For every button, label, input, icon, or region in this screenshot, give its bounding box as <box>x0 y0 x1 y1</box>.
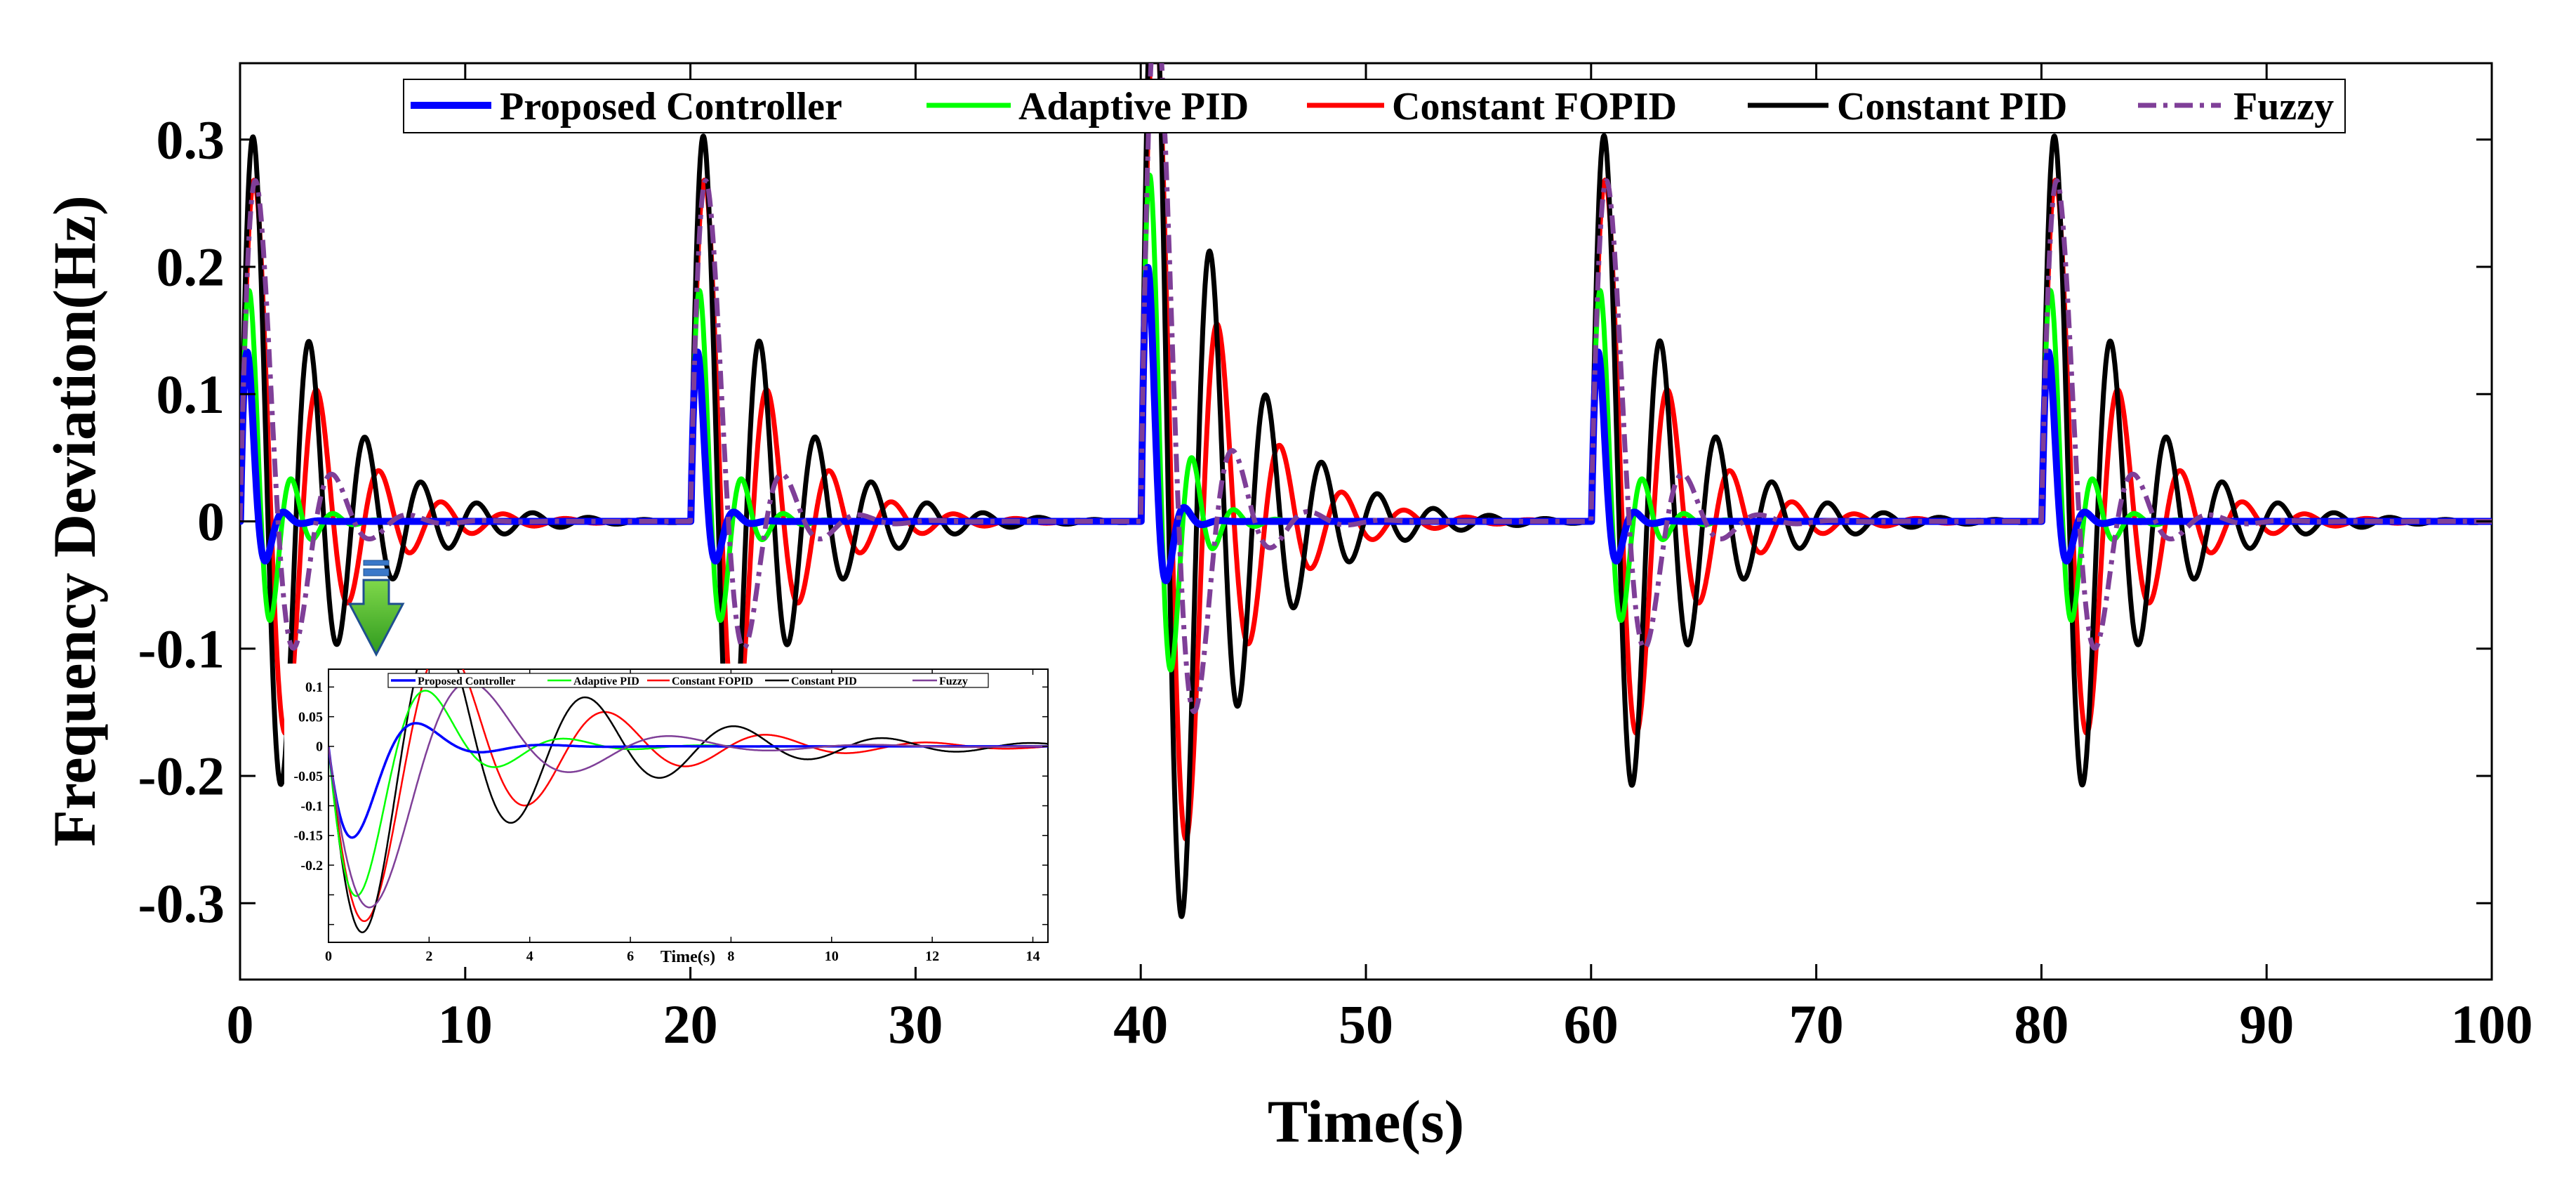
x-tick-label: 30 <box>888 994 943 1055</box>
inset-x-tick-label: 6 <box>627 949 634 964</box>
inset-legend-label-pid: Constant PID <box>791 676 857 687</box>
down-arrow-icon <box>347 560 405 657</box>
y-tick-label: -0.2 <box>138 746 225 807</box>
legend: Proposed Controller Adaptive PID Constan… <box>403 79 2346 133</box>
x-tick-label: 40 <box>1113 994 1168 1055</box>
y-tick-label: 0.2 <box>157 237 225 298</box>
x-tick-label: 0 <box>227 994 254 1055</box>
y-tick-label: -0.1 <box>138 618 225 679</box>
x-tick-label: 100 <box>2451 994 2533 1055</box>
inset-legend-label-fopid: Constant FOPID <box>672 676 753 687</box>
x-axis-title: Time(s) <box>1268 1088 1464 1155</box>
main-series-group <box>240 63 2492 919</box>
inset-x-axis-title: Time(s) <box>660 948 715 966</box>
inset-series-line-constant-fopid <box>328 669 1048 923</box>
legend-label-proposed-controller: Proposed Controller <box>500 85 842 129</box>
inset-legend: Proposed Controller Adaptive PID Constan… <box>387 673 989 688</box>
inset-x-tick-label: 8 <box>727 949 734 964</box>
inset-y-tick-label: -0.15 <box>293 829 323 844</box>
legend-label-fuzzy: Fuzzy <box>2233 85 2334 129</box>
x-tick-label: 80 <box>2014 994 2069 1055</box>
inset-y-tick-label: -0.05 <box>293 769 323 784</box>
inset-y-tick-label: 0.1 <box>305 680 323 695</box>
legend-label-adaptive-pid: Adaptive PID <box>1018 85 1249 129</box>
inset-x-tick-label: 4 <box>526 949 533 964</box>
inset-x-tick-label: 12 <box>925 949 939 964</box>
x-tick-label: 60 <box>1564 994 1619 1055</box>
legend-label-constant-pid: Constant PID <box>1837 85 2067 129</box>
y-tick-label: 0.1 <box>157 364 225 425</box>
inset-series-line-constant-pid <box>328 669 1048 933</box>
x-tick-label: 90 <box>2239 994 2294 1055</box>
y-tick-label: -0.3 <box>138 873 225 934</box>
legend-label-constant-fopid: Constant FOPID <box>1392 85 1677 129</box>
inset-legend-label-fuzzy: Fuzzy <box>939 676 968 687</box>
x-tick-label: 50 <box>1339 994 1393 1055</box>
inset-y-tick-label: 0.05 <box>298 709 323 725</box>
series-line-fuzzy <box>240 63 2492 714</box>
inset-x-tick-label: 14 <box>1025 949 1040 964</box>
x-tick-label: 20 <box>663 994 718 1055</box>
inset-y-tick-label: -0.1 <box>300 798 323 814</box>
inset-x-tick-label: 0 <box>325 949 332 964</box>
main-ticks: 0 10 20 30 40 50 60 70 80 90 100-0.3-0.2-0.100.10.… <box>138 63 2533 1055</box>
inset-x-tick-label: 2 <box>425 949 432 964</box>
inset-legend-label-proposed: Proposed Controller <box>418 676 515 687</box>
x-tick-label: 70 <box>1789 994 1844 1055</box>
inset-series-line-fuzzy <box>328 680 1048 909</box>
inset-legend-label-adaptive: Adaptive PID <box>573 676 639 687</box>
y-tick-label: 0 <box>197 491 225 552</box>
y-tick-label: 0.3 <box>157 109 225 170</box>
inset-y-tick-label: -0.2 <box>300 858 323 874</box>
inset-y-tick-label: 0 <box>316 739 323 755</box>
x-tick-label: 10 <box>438 994 493 1055</box>
y-axis-title: Frequency Deviation(Hz) <box>41 195 108 847</box>
inset-plot-area <box>328 668 1049 943</box>
inset-ticks: 0 2 4 6 8 10 12 14 -0.2 -0.15 -0.1 -0.05 0 0.05 0.1 <box>293 669 1048 964</box>
inset-x-tick-label: 10 <box>825 949 839 964</box>
inset-series-group <box>328 669 1048 933</box>
